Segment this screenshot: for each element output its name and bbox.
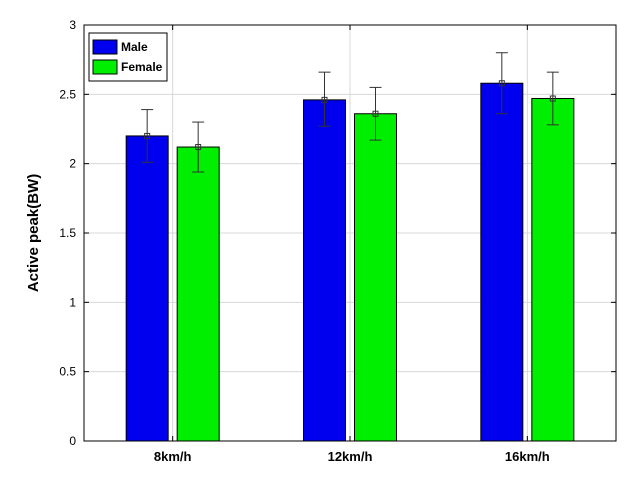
x-axis-ticks: 8km/h 12km/h 16km/h <box>154 25 550 464</box>
y-tick-label: 0 <box>69 434 76 448</box>
bars <box>125 82 575 442</box>
mean-marker <box>321 96 328 103</box>
mean-marker <box>372 110 379 117</box>
bar <box>531 97 575 442</box>
legend-label: Male <box>121 40 148 54</box>
x-tick-label: 8km/h <box>154 449 192 464</box>
mean-marker <box>144 132 151 139</box>
legend-swatch <box>92 39 118 55</box>
y-tick-label: 3 <box>69 18 76 32</box>
bar <box>480 82 524 442</box>
mean-marker <box>498 80 505 87</box>
bar <box>176 146 220 442</box>
bar <box>125 135 169 442</box>
y-tick-label: 2.5 <box>59 87 76 101</box>
bar <box>354 113 397 442</box>
mean-marker <box>195 144 202 151</box>
y-tick-label: 1.5 <box>59 226 76 240</box>
y-tick-label: 1 <box>69 295 76 309</box>
x-tick-label: 12km/h <box>328 449 373 464</box>
y-tick-label: 0.5 <box>59 365 76 379</box>
legend: Male Female <box>88 32 168 82</box>
mean-marker <box>549 95 556 102</box>
y-axis-ticks: 0 0.5 1 1.5 2 2.5 3 <box>59 18 616 448</box>
bar <box>303 99 346 442</box>
y-axis-label: Active peak(BW) <box>25 174 42 292</box>
x-tick-label: 16km/h <box>505 449 550 464</box>
legend-label: Female <box>121 60 163 74</box>
grid-lines <box>84 25 616 441</box>
error-bars <box>141 52 559 173</box>
legend-swatch <box>92 59 118 75</box>
y-tick-label: 2 <box>69 157 76 171</box>
